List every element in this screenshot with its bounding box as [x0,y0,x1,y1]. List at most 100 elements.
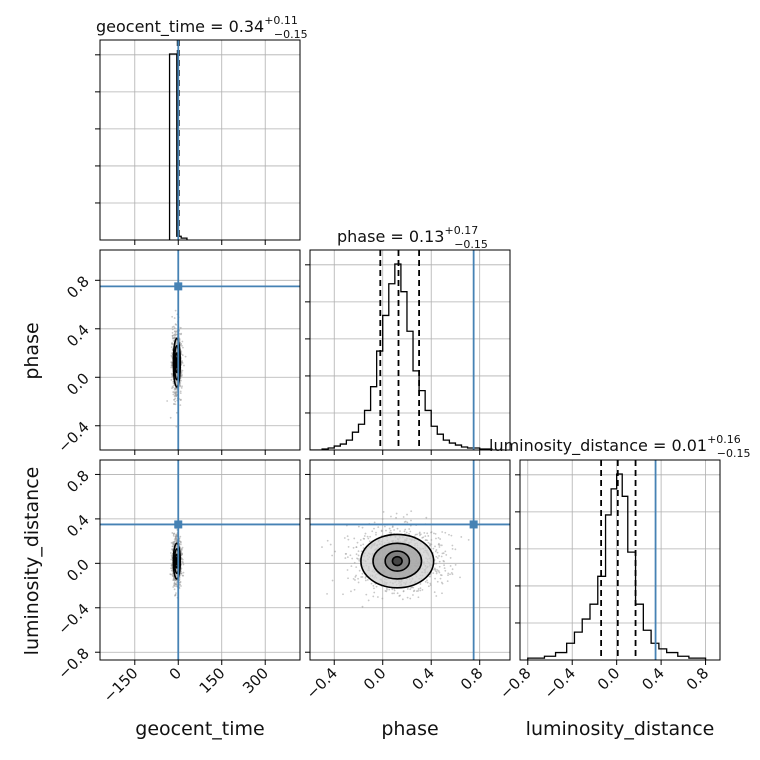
scatter-point [433,591,436,594]
scatter-point [393,529,395,531]
panel-luminosity_distance-geocent_time [95,459,301,665]
scatter-point [398,595,401,597]
scatter-point [352,577,355,580]
scatter-point [179,404,182,407]
scatter-point [439,577,442,580]
scatter-point [179,543,182,546]
scatter-point [181,362,184,364]
scatter-point [170,554,173,557]
scatter-point [448,533,450,536]
scatter-point [171,574,174,577]
scatter-point [344,557,347,559]
scatter-point [355,546,358,549]
scatter-point [343,537,346,539]
panel-body [100,250,300,450]
tick-label-luminosity-distance: 0.0 [63,555,93,585]
contour-line [391,555,403,567]
scatter-point [396,592,399,595]
tick-label-phase: 0.4 [408,664,438,694]
scatter-point [393,589,396,592]
scatter-point [361,526,364,529]
scatter-point [375,533,377,536]
scatter-point [173,398,175,401]
scatter-point [421,589,424,591]
scatter-point [388,531,391,534]
scatter-point [367,537,370,540]
scatter-point [438,560,441,563]
scatter-point [404,528,407,531]
density-level [392,556,403,566]
scatter-point [373,587,375,590]
scatter-point [435,549,438,551]
scatter-point [430,531,432,534]
scatter-point [381,597,384,600]
scatter-point [326,592,328,595]
scatter-point [172,586,175,588]
scatter-point [350,565,353,567]
tick-label-geocent-time: −150 [100,664,142,706]
scatter-point [180,585,182,587]
scatter-point [382,511,385,513]
scatter-point [179,385,182,388]
scatter-point [395,512,398,515]
scatter-point [171,328,174,331]
scatter-point [169,573,172,575]
scatter-point [363,537,366,540]
scatter-point [174,334,177,336]
scatter-point [344,553,347,555]
scatter-point [363,535,366,537]
scatter-point [366,578,369,581]
scatter-point [174,400,177,403]
scatter-point [436,551,439,554]
scatter-point [182,571,185,574]
scatter-point [384,590,387,592]
scatter-point [174,391,177,394]
scatter-point [331,579,334,582]
panel-phase-geocent_time [95,249,301,455]
scatter-point [368,540,371,543]
scatter-point [444,550,447,553]
scatter-point [175,583,178,585]
tick-label-luminosity-distance: −0.4 [54,600,92,638]
scatter-point [349,554,352,557]
scatter-point [170,379,173,381]
scatter-point [171,342,173,345]
scatter-point [429,575,431,578]
scatter-point [353,561,356,564]
tick-label-phase: 0.8 [457,664,487,694]
scatter-point [429,544,431,547]
scatter-point [444,569,447,572]
scatter-point [443,564,445,567]
scatter-point [381,518,384,520]
scatter-point [355,574,357,577]
scatter-point [179,326,182,329]
xlabel-phase: phase [381,718,438,740]
scatter-point [171,565,173,568]
scatter-point [432,572,435,575]
scatter-point [171,335,174,337]
scatter-point [428,542,431,545]
scatter-point [375,531,377,534]
scatter-point [389,529,392,532]
scatter-point [424,535,427,538]
scatter-point [412,586,415,589]
scatter-point [172,532,175,535]
panel-body [527,460,707,660]
scatter-point [425,516,428,519]
scatter-point [406,513,408,516]
contour-line [372,542,423,580]
histogram-phase [310,263,504,450]
scatter-point [391,526,394,529]
scatter-point [447,572,450,575]
scatter-point [373,527,375,530]
scatter-point [171,545,174,548]
title-luminosity-distance: luminosity_distance = 0.01+0.16 −0.15 [489,433,751,460]
scatter-point [171,532,174,534]
scatter-point [360,576,363,578]
scatter-point [172,391,175,393]
scatter-point [410,510,413,513]
scatter-point [172,393,175,396]
scatter-point [357,525,360,528]
scatter-point [173,588,176,591]
